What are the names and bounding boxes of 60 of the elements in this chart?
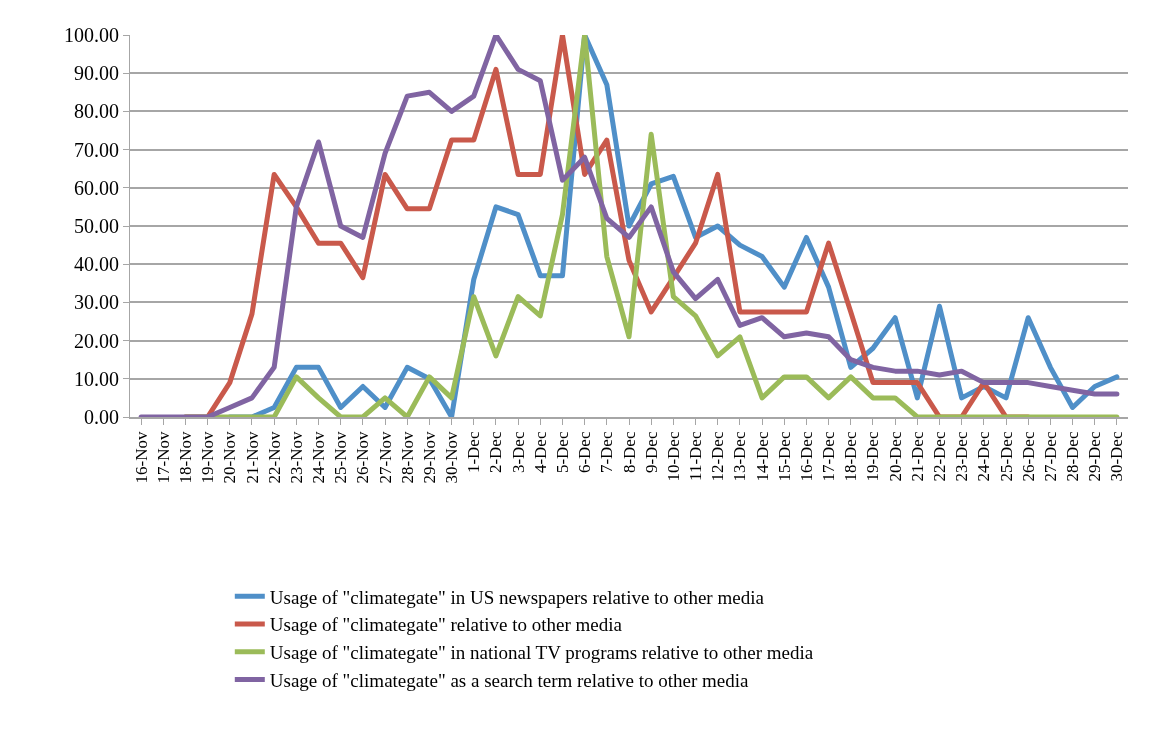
x-tick-label: 19-Nov	[198, 431, 218, 484]
x-tick-label: 15-Dec	[774, 431, 794, 482]
x-tick-label: 27-Nov	[375, 431, 395, 484]
x-tick-label: 22-Dec	[930, 431, 950, 482]
x-tick-label: 28-Nov	[397, 431, 417, 484]
x-tick-label: 6-Dec	[575, 431, 595, 474]
x-tick-label: 1-Dec	[464, 431, 484, 474]
y-tick-label: 60.00	[74, 176, 119, 199]
x-tick-label: 11-Dec	[686, 431, 706, 481]
x-tick-label: 9-Dec	[641, 431, 661, 474]
y-tick-label: 100.00	[64, 24, 119, 46]
x-tick-label: 16-Dec	[796, 431, 816, 482]
legend-label: Usage of "climategate" in national TV programs relative to other media	[269, 642, 814, 664]
y-tick-label: 0.00	[84, 406, 119, 428]
x-tick-label: 23-Dec	[952, 431, 972, 482]
x-tick-label: 12-Dec	[708, 431, 728, 482]
x-tick-label: 3-Dec	[508, 431, 528, 474]
y-tick-label: 80.00	[74, 100, 119, 123]
legend-label: Usage of "climategate" as a search term relative to other media	[269, 669, 750, 691]
x-tick-label: 25-Nov	[331, 431, 351, 484]
x-tick-label: 26-Nov	[353, 431, 373, 484]
y-tick-label: 70.00	[74, 138, 119, 161]
x-tick-label: 5-Dec	[552, 431, 572, 474]
x-tick-label: 29-Nov	[419, 431, 439, 484]
x-tick-label: 4-Dec	[530, 431, 550, 474]
x-tick-label: 27-Dec	[1040, 431, 1060, 482]
y-tick-label: 40.00	[74, 253, 119, 276]
y-tick-label: 90.00	[74, 62, 119, 85]
y-tick-label: 30.00	[74, 291, 119, 314]
x-tick-label: 21-Dec	[907, 431, 927, 482]
x-tick-label: 18-Nov	[175, 431, 195, 484]
x-tick-label: 13-Dec	[730, 431, 750, 482]
x-tick-label: 19-Dec	[863, 431, 883, 482]
y-tick-label: 50.00	[74, 215, 119, 237]
legend-label: Usage of "climategate" in US newspapers relative to other media	[269, 586, 765, 608]
x-tick-label: 7-Dec	[597, 431, 617, 474]
x-tick-label: 17-Dec	[819, 431, 839, 482]
x-tick-label: 18-Dec	[841, 431, 861, 482]
legend-label: Usage of "climategate" relative to other media	[269, 614, 623, 636]
x-tick-label: 8-Dec	[619, 431, 639, 474]
x-tick-label: 17-Nov	[153, 431, 173, 484]
x-tick-label: 29-Dec	[1085, 431, 1105, 482]
x-tick-label: 30-Nov	[442, 431, 462, 484]
x-tick-label: 26-Dec	[1018, 431, 1038, 482]
y-tick-label: 10.00	[74, 367, 119, 390]
x-tick-label: 20-Dec	[885, 431, 905, 482]
y-tick-label: 20.00	[74, 329, 119, 352]
x-tick-label: 20-Nov	[220, 431, 240, 484]
x-tick-label: 2-Dec	[486, 431, 506, 474]
x-tick-label: 10-Dec	[663, 431, 683, 482]
x-tick-label: 30-Dec	[1107, 431, 1127, 482]
x-tick-label: 23-Nov	[286, 431, 306, 484]
x-tick-label: 25-Dec	[996, 431, 1016, 482]
x-tick-label: 22-Nov	[264, 431, 284, 484]
x-tick-label: 24-Dec	[974, 431, 994, 482]
x-tick-label: 28-Dec	[1063, 431, 1083, 482]
x-tick-label: 16-Nov	[131, 431, 151, 484]
x-tick-label: 24-Nov	[309, 431, 329, 484]
x-tick-label: 14-Dec	[752, 431, 772, 482]
x-tick-label: 21-Nov	[242, 431, 262, 484]
